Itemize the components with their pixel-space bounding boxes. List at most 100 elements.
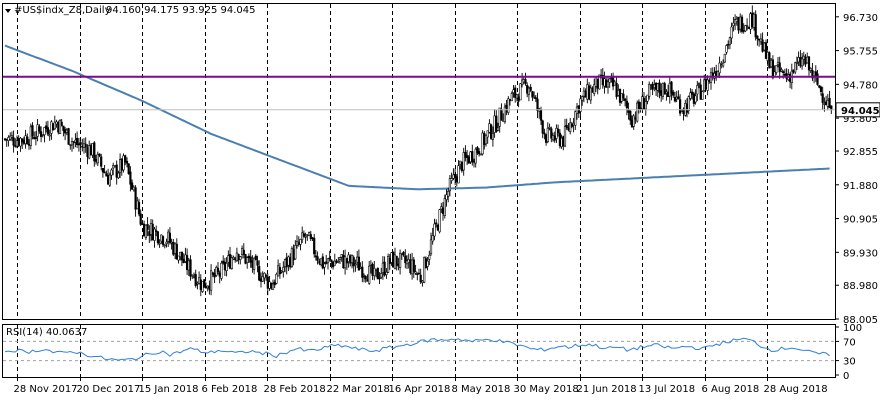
candle-body bbox=[383, 261, 386, 276]
candle bbox=[383, 256, 386, 277]
candle-body bbox=[186, 255, 189, 270]
candle-body bbox=[752, 13, 756, 28]
candle bbox=[495, 109, 498, 133]
candle bbox=[828, 90, 831, 109]
candle bbox=[57, 120, 60, 135]
candle bbox=[10, 131, 14, 142]
candle bbox=[541, 119, 544, 139]
candle-body bbox=[148, 231, 151, 236]
candle-body bbox=[807, 56, 811, 71]
candle bbox=[807, 56, 811, 76]
candle bbox=[677, 90, 680, 100]
candle bbox=[67, 127, 70, 145]
candle bbox=[728, 36, 731, 50]
candle-body bbox=[823, 103, 826, 105]
candle bbox=[261, 271, 264, 282]
candle bbox=[431, 227, 434, 245]
candle-body bbox=[512, 89, 515, 94]
candle bbox=[201, 281, 204, 293]
candle-body bbox=[227, 255, 230, 263]
candle-body bbox=[129, 171, 132, 185]
candle bbox=[48, 129, 51, 141]
candle-body bbox=[151, 223, 154, 241]
candle-body bbox=[421, 280, 424, 283]
candle-body bbox=[593, 84, 596, 94]
candle bbox=[486, 130, 489, 144]
candle-body bbox=[331, 261, 335, 268]
candle-body bbox=[405, 260, 409, 265]
candle bbox=[385, 268, 388, 279]
candle bbox=[481, 130, 484, 156]
candle-body bbox=[651, 83, 654, 90]
candle-body bbox=[649, 85, 652, 88]
candle bbox=[323, 261, 326, 275]
candle bbox=[364, 275, 367, 283]
candle-body bbox=[457, 165, 460, 184]
candle-body bbox=[744, 25, 747, 32]
candle bbox=[531, 90, 534, 101]
candle-body bbox=[771, 59, 774, 79]
candle-body bbox=[620, 93, 623, 102]
candle-body bbox=[483, 133, 486, 145]
candle bbox=[579, 97, 582, 117]
candle-body bbox=[184, 254, 187, 262]
candle bbox=[43, 126, 46, 143]
candle-body bbox=[392, 251, 395, 268]
candle-body bbox=[325, 261, 328, 264]
candle-body bbox=[754, 14, 757, 38]
candle-body bbox=[280, 270, 283, 273]
candle-body bbox=[794, 62, 797, 73]
candle-body bbox=[630, 119, 634, 128]
candle-body bbox=[768, 52, 771, 69]
candle bbox=[337, 257, 340, 264]
candle-body bbox=[395, 255, 398, 266]
price-tick-label: 91.880 bbox=[843, 181, 878, 192]
candle-body bbox=[113, 165, 116, 168]
candle-body bbox=[189, 259, 192, 277]
candle-body bbox=[704, 78, 707, 90]
price-tick-label: 96.730 bbox=[843, 13, 878, 24]
candle-body bbox=[170, 241, 173, 244]
candle bbox=[258, 260, 261, 282]
candle-body bbox=[648, 84, 651, 97]
candle-body bbox=[65, 129, 68, 133]
candle bbox=[380, 267, 383, 280]
candle bbox=[395, 255, 398, 271]
candle-body bbox=[146, 224, 149, 230]
candle-body bbox=[117, 172, 120, 179]
candle bbox=[730, 22, 733, 44]
candle-body bbox=[216, 267, 220, 273]
candle-body bbox=[703, 79, 706, 91]
candle bbox=[672, 89, 675, 98]
candle-body bbox=[34, 137, 37, 139]
candle-body bbox=[373, 267, 376, 277]
candle bbox=[270, 282, 273, 290]
candle-body bbox=[471, 151, 474, 163]
candle-body bbox=[397, 263, 400, 267]
candle-body bbox=[378, 277, 381, 280]
candle bbox=[687, 95, 690, 115]
candle-body bbox=[93, 142, 96, 162]
candle bbox=[489, 123, 493, 140]
candle bbox=[536, 92, 539, 119]
candle bbox=[529, 84, 532, 93]
candle-body bbox=[253, 257, 256, 270]
candle-body bbox=[241, 248, 244, 256]
candle-body bbox=[526, 85, 529, 94]
candle bbox=[333, 253, 336, 266]
candle-body bbox=[156, 231, 160, 244]
candle bbox=[794, 61, 797, 75]
candle-body bbox=[579, 98, 582, 112]
dropdown-triangle-icon[interactable] bbox=[5, 9, 11, 13]
candle-body bbox=[668, 82, 671, 97]
candle-body bbox=[174, 243, 177, 254]
candle bbox=[464, 145, 467, 162]
candle bbox=[581, 95, 584, 106]
candle bbox=[450, 172, 453, 184]
candle-body bbox=[235, 252, 239, 261]
candle-body bbox=[103, 171, 106, 174]
candle-body bbox=[21, 138, 24, 143]
candle bbox=[663, 81, 666, 95]
candle-body bbox=[179, 251, 182, 258]
